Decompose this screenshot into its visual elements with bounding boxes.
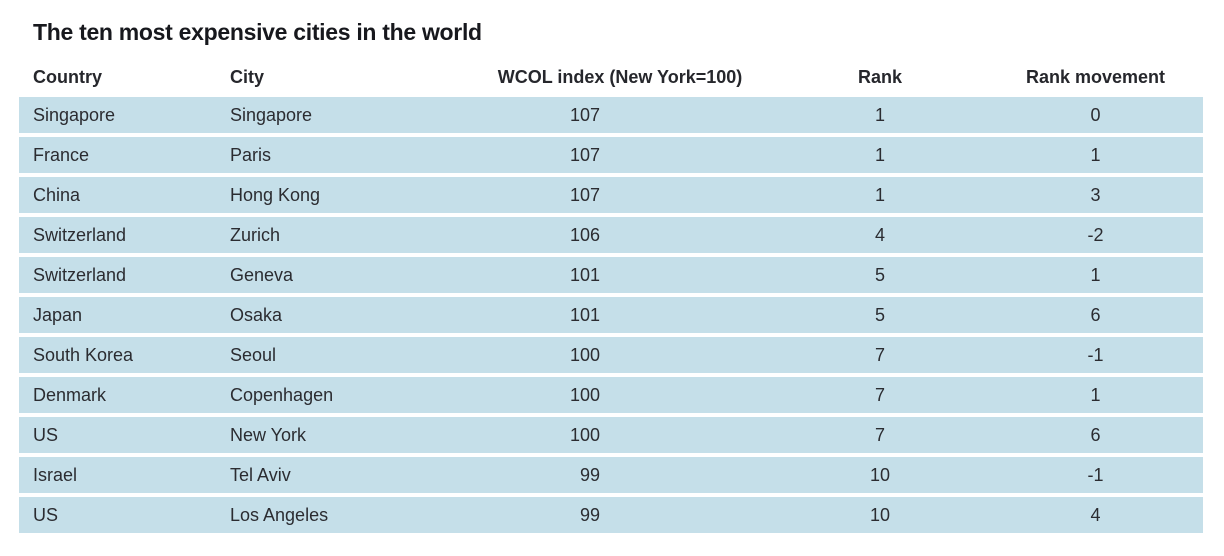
cell-city: Zurich <box>230 224 281 245</box>
cell-rank: 1 <box>874 144 885 165</box>
cell-wcol-index: 99 <box>579 504 600 525</box>
cell-country: France <box>33 144 90 165</box>
cell-wcol-index: 107 <box>569 144 600 165</box>
table-row: US New York 100 7 6 <box>19 417 1203 453</box>
cell-rank-movement: 4 <box>1090 504 1101 525</box>
cell-country: Japan <box>33 304 83 325</box>
cell-rank: 7 <box>874 344 885 365</box>
column-header-wcol-index: WCOL index (New York=100) <box>497 67 743 87</box>
cell-country: US <box>33 504 59 525</box>
cell-city: Singapore <box>230 104 313 125</box>
expensive-cities-table-chart: The ten most expensive cities in the wor… <box>19 0 1203 533</box>
cell-rank-movement: -2 <box>1087 224 1104 245</box>
cell-rank: 4 <box>874 224 885 245</box>
cell-wcol-index: 101 <box>569 304 600 325</box>
table-row: US Los Angeles 99 10 4 <box>19 497 1203 533</box>
cell-rank: 1 <box>874 104 885 125</box>
cell-country: Switzerland <box>33 224 127 245</box>
cell-wcol-index: 99 <box>579 464 600 485</box>
cell-country: US <box>33 424 59 445</box>
cell-city: Copenhagen <box>230 384 334 405</box>
cell-rank-movement: 6 <box>1090 304 1101 325</box>
cell-wcol-index: 107 <box>569 104 600 125</box>
cell-wcol-index: 100 <box>569 344 600 365</box>
cell-rank: 7 <box>874 424 885 445</box>
table-row: Switzerland Zurich 106 4 -2 <box>19 217 1203 253</box>
cell-wcol-index: 100 <box>569 384 600 405</box>
cell-country: China <box>33 184 81 205</box>
cell-city: Los Angeles <box>230 504 329 525</box>
cell-city: Geneva <box>230 264 294 285</box>
cell-rank: 10 <box>869 464 891 485</box>
cell-city: New York <box>230 424 307 445</box>
cell-country: Switzerland <box>33 264 127 285</box>
cell-rank-movement: 1 <box>1090 264 1101 285</box>
cell-rank-movement: -1 <box>1087 464 1104 485</box>
cell-country: Israel <box>33 464 78 485</box>
cell-country: Singapore <box>33 104 116 125</box>
cell-wcol-index: 107 <box>569 184 600 205</box>
cell-country: Denmark <box>33 384 107 405</box>
column-header-rank: Rank <box>857 67 902 87</box>
cell-rank: 10 <box>869 504 891 525</box>
cell-country: South Korea <box>33 344 134 365</box>
cell-rank-movement: 0 <box>1090 104 1101 125</box>
page-title: The ten most expensive cities in the wor… <box>33 19 482 45</box>
table-row: Japan Osaka 101 5 6 <box>19 297 1203 333</box>
cell-rank-movement: 1 <box>1090 384 1101 405</box>
column-header-city: City <box>230 67 265 87</box>
table-row: France Paris 107 1 1 <box>19 137 1203 173</box>
cell-rank-movement: 1 <box>1090 144 1101 165</box>
table-header-row: Country City WCOL index (New York=100) R… <box>19 46 1203 97</box>
table-row: China Hong Kong 107 1 3 <box>19 177 1203 213</box>
cell-wcol-index: 100 <box>569 424 600 445</box>
cell-city: Hong Kong <box>230 184 321 205</box>
cell-city: Paris <box>230 144 272 165</box>
cell-rank: 5 <box>874 304 885 325</box>
cell-city: Tel Aviv <box>230 464 291 485</box>
cell-rank-movement: 3 <box>1090 184 1101 205</box>
table-row: Israel Tel Aviv 99 10 -1 <box>19 457 1203 493</box>
cell-city: Osaka <box>230 304 283 325</box>
cell-rank-movement: 6 <box>1090 424 1101 445</box>
cell-rank: 1 <box>874 184 885 205</box>
table-row: Switzerland Geneva 101 5 1 <box>19 257 1203 293</box>
cell-rank: 5 <box>874 264 885 285</box>
cell-wcol-index: 106 <box>569 224 600 245</box>
cell-wcol-index: 101 <box>569 264 600 285</box>
table-row: South Korea Seoul 100 7 -1 <box>19 337 1203 373</box>
table-row: Denmark Copenhagen 100 7 1 <box>19 377 1203 413</box>
cell-rank-movement: -1 <box>1087 344 1104 365</box>
cell-city: Seoul <box>230 344 277 365</box>
table-row: Singapore Singapore 107 1 0 <box>19 97 1203 133</box>
cell-rank: 7 <box>874 384 885 405</box>
column-header-country: Country <box>33 67 102 87</box>
column-header-rank-movement: Rank movement <box>1025 67 1166 87</box>
